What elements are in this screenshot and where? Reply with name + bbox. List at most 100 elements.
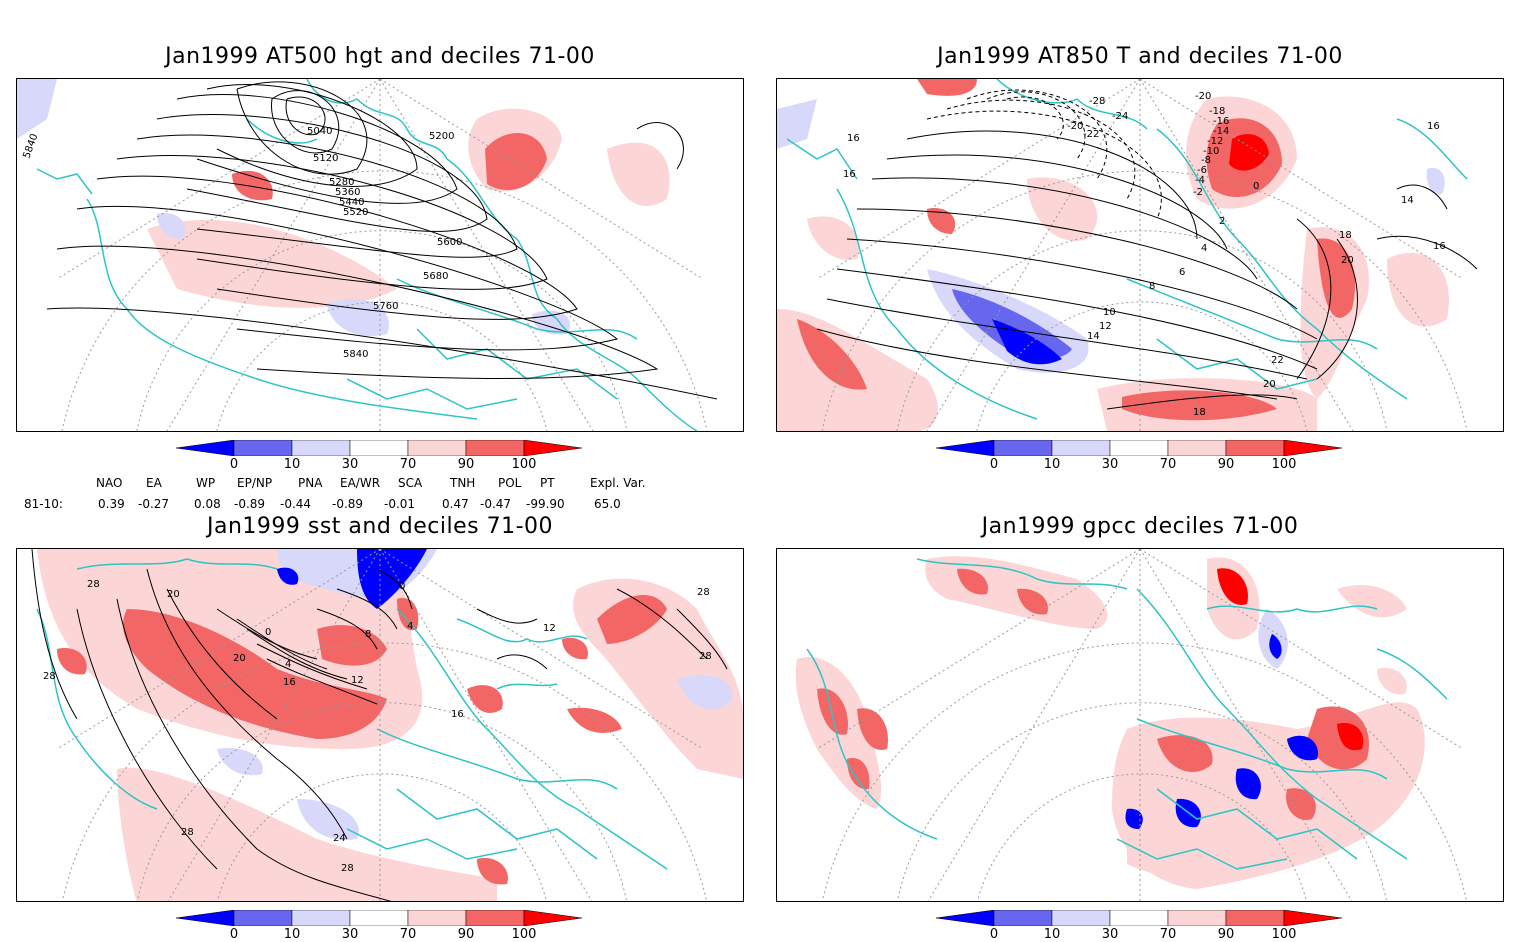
contour-label: -16 [1213,116,1229,127]
contour-label: -20 [1195,91,1211,102]
contour-label: 5440 [339,197,364,208]
colorbar-tick: 70 [399,927,417,942]
colorbar-tick: 70 [399,457,417,472]
colorbar-swatch [407,440,467,456]
colorbar-tick: 100 [511,927,537,942]
index-header: Expl. Var. [590,476,646,490]
panel-title-t850: Jan1999 AT850 T and deciles 71-00 [937,44,1343,69]
decile-shading [795,556,1425,889]
colorbar-swatch [936,910,995,926]
contour-label: -24 [1112,111,1128,122]
contour-label: -18 [1209,106,1225,117]
coastlines [36,79,698,431]
contour-label: 28 [341,863,354,874]
contour-label: 12 [1099,321,1112,332]
contour-label: 8 [1149,281,1155,292]
index-value: -99.90 [526,497,565,511]
colorbar-swatch [936,440,995,456]
contour-label: 5760 [373,301,398,312]
colorbar-tick: 70 [1159,457,1177,472]
contour-label: 5280 [329,177,354,188]
contour-label: 5680 [423,271,448,282]
contour-label: 16 [451,709,464,720]
colorbar-swatch [1109,440,1169,456]
index-value: 65.0 [594,497,621,511]
index-header: POL [498,476,522,490]
index-header: EA [146,476,162,490]
contour-label: 20 [1341,255,1354,266]
colorbar-tick: 90 [1217,927,1235,942]
decile-shading [17,79,670,336]
contour-label: 5360 [335,187,360,198]
contour-label: 0 [1253,181,1259,192]
colorbar-swatch [176,910,235,926]
contour-label: 4 [285,659,291,670]
colorbar-tick: 0 [989,927,999,942]
colorbar-swatch [291,910,351,926]
colorbar-t850: 0 10 30 70 90 100 [936,440,1344,472]
coastlines [36,558,668,870]
colorbar-swatch [993,440,1053,456]
colorbar-swatch [233,440,293,456]
contour-label: 28 [181,827,194,838]
index-value: -0.89 [234,497,266,511]
contour-label: 12 [351,675,364,686]
colorbar-gpcc: 0 10 30 70 90 100 [936,910,1344,942]
colorbar-swatch [233,910,293,926]
index-row-label: 81-10: [24,497,63,511]
contour-label: -14 [1213,126,1229,137]
index-header: EA/WR [340,476,381,490]
contour-label: 5840 [343,349,368,360]
coastlines [786,79,1468,420]
colorbar-tick: 30 [341,927,359,942]
contour-label: 5120 [313,153,338,164]
contour-labels: -28 -24 -22 -20 -20 -18 -16 -14 -12 -10 … [843,91,1446,418]
index-value: -0.47 [480,497,512,511]
colorbar-tick: 10 [283,927,301,942]
colorbar-swatch [1283,440,1343,456]
index-header: WP [196,476,216,490]
index-value: -0.44 [280,497,312,511]
contour-label: 20 [167,589,180,600]
colorbar-swatch [1167,910,1227,926]
contour-label: -12 [1207,136,1223,147]
colorbar-swatch [291,440,351,456]
contour-label: 4 [407,621,413,632]
colorbar-tick: 90 [1217,457,1235,472]
colorbar-tick: 30 [1101,927,1119,942]
colorbar-sst: 0 10 30 70 90 100 [176,910,584,942]
contour-label: 28 [87,579,100,590]
contour-label: 24 [333,833,346,844]
index-value: -0.89 [332,497,364,511]
colorbar-tick: 100 [1271,457,1297,472]
colorbar-tick: 30 [1101,457,1119,472]
decile-shading [37,549,743,901]
contour-label: 20 [1263,379,1276,390]
colorbar-tick: 100 [1271,927,1297,942]
contour-label: 16 [1433,241,1446,252]
contour-label: 18 [1193,407,1206,418]
colorbar-tick: 0 [229,927,239,942]
contour-labels: 28 28 28 28 28 28 24 20 20 16 16 12 12 8… [43,579,712,874]
height-contours [46,81,718,400]
contour-label: 20 [233,653,246,664]
colorbar-swatch [523,910,583,926]
colorbar-tick: 100 [511,457,537,472]
panel-title-gpcc: Jan1999 gpcc deciles 71-00 [981,514,1299,539]
index-header: SCA [398,476,423,490]
panel-title-sst: Jan1999 sst and deciles 71-00 [206,514,554,539]
contour-labels: 5040 5120 5200 5280 5360 5440 5520 5600 … [21,126,462,360]
colorbar-swatch [465,440,525,456]
contour-label: 8 [365,629,371,640]
colorbar-z500: 0 10 30 70 90 100 [176,440,584,472]
contour-label: 18 [1339,230,1352,241]
colorbar-tick: 70 [1159,927,1177,942]
sst-contours [31,549,728,901]
index-value: 0.08 [194,497,221,511]
index-value: -0.27 [138,497,170,511]
colorbar-swatch [349,910,409,926]
colorbar-swatch [1167,440,1227,456]
map-panel-t850: -28 -24 -22 -20 -20 -18 -16 -14 -12 -10 … [776,78,1504,432]
contour-label: 5040 [307,126,332,137]
map-panel-gpcc [776,548,1504,902]
